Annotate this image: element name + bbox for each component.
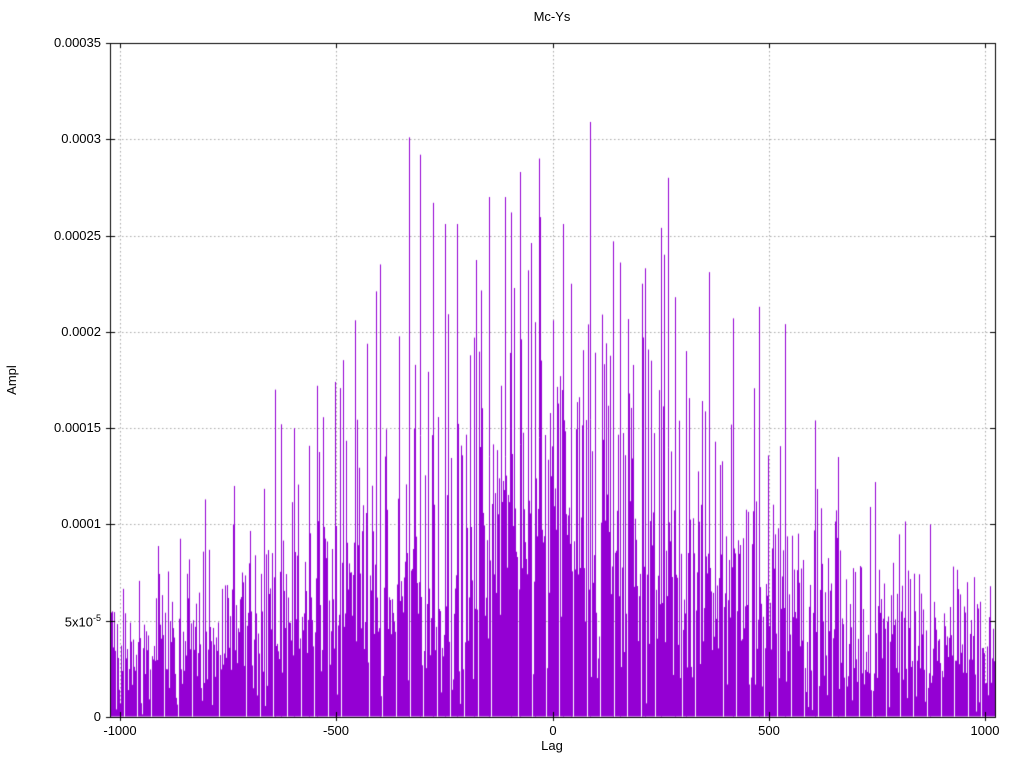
y-tick-label: 0.0001 <box>61 516 101 531</box>
y-tick-label: 0.0003 <box>61 131 101 146</box>
y-tick-label: 5x10-5 <box>64 613 101 630</box>
y-tick-label: 0.00015 <box>54 420 101 435</box>
y-tick-label: 0.0002 <box>61 324 101 339</box>
x-tick-label: -1000 <box>103 723 137 738</box>
x-axis-label: Lag <box>541 738 563 753</box>
x-tick-label: 500 <box>758 723 780 738</box>
y-axis-label: Ampl <box>4 365 19 395</box>
x-tick-label: -500 <box>322 723 350 738</box>
x-tick-label: 1000 <box>970 723 1000 738</box>
x-tick-label: 0 <box>549 723 557 738</box>
y-tick-label: 0 <box>93 709 101 724</box>
y-tick-label: 0.00035 <box>54 35 101 50</box>
chart-title: Mc-Ys <box>533 9 571 24</box>
y-tick-label: 0.00025 <box>54 228 101 243</box>
